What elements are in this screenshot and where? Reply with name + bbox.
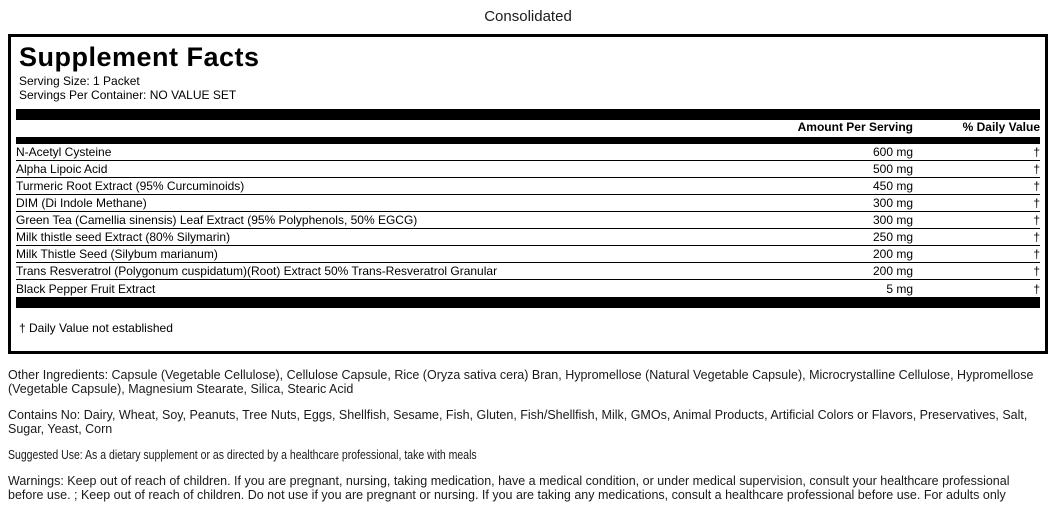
facts-table-body: N-Acetyl Cysteine 600 mg † Alpha Lipoic … [16, 144, 1040, 297]
suggested-use-label: Suggested Use: As a dietary supplement o… [8, 448, 477, 462]
ingredient-daily-value: † [1033, 230, 1040, 244]
servings-per-container: Servings Per Container: NO VALUE SET [19, 88, 237, 102]
divider-bar-header [16, 137, 1040, 144]
table-row: Trans Resveratrol (Polygonum cuspidatum)… [16, 263, 1040, 280]
ingredient-name: Green Tea (Camellia sinensis) Leaf Extra… [16, 213, 418, 227]
page-title: Consolidated [484, 8, 572, 25]
ingredient-daily-value: † [1033, 179, 1040, 193]
table-row: N-Acetyl Cysteine 600 mg † [16, 144, 1040, 161]
ingredient-amount: 5 mg [886, 281, 913, 296]
table-row: Black Pepper Fruit Extract 5 mg † [16, 280, 1040, 297]
ingredient-amount: 300 mg [872, 196, 913, 210]
table-row: Green Tea (Camellia sinensis) Leaf Extra… [16, 212, 1040, 229]
column-header-daily-value: % Daily Value [962, 120, 1040, 134]
ingredient-name: DIM (Di Indole Methane) [16, 196, 147, 210]
ingredient-name: Milk Thistle Seed (Silybum marianum) [16, 247, 218, 261]
ingredient-amount: 450 mg [872, 179, 913, 193]
column-header-amount: Amount Per Serving [797, 120, 913, 134]
ingredient-daily-value: † [1033, 196, 1040, 210]
table-row: Milk thistle seed Extract (80% Silymarin… [16, 229, 1040, 246]
ingredient-daily-value: † [1033, 281, 1040, 296]
ingredient-name: Alpha Lipoic Acid [16, 162, 108, 176]
divider-bar-top [16, 109, 1040, 120]
divider-bar-bottom [16, 297, 1040, 308]
ingredient-name: Trans Resveratrol (Polygonum cuspidatum)… [16, 264, 498, 278]
ingredient-amount: 500 mg [872, 162, 913, 176]
warnings-text: Warnings: Keep out of reach of children.… [8, 474, 1010, 502]
facts-table-header: Amount Per Serving % Daily Value [16, 120, 1040, 137]
contains-no-text: Contains No: Dairy, Wheat, Soy, Peanuts,… [8, 408, 1028, 436]
ingredient-amount: 600 mg [872, 145, 913, 159]
ingredient-daily-value: † [1033, 213, 1040, 227]
ingredient-daily-value: † [1033, 162, 1040, 176]
suggested-use-text: Suggested Use: As a dietary supplement o… [8, 448, 1048, 462]
ingredient-name: Black Pepper Fruit Extract [16, 281, 156, 296]
daily-value-footnote: † Daily Value not established [19, 321, 173, 335]
table-row: Turmeric Root Extract (95% Curcuminoids)… [16, 178, 1040, 195]
ingredient-amount: 300 mg [872, 213, 913, 227]
ingredient-amount: 200 mg [872, 247, 913, 261]
table-row: Milk Thistle Seed (Silybum marianum) 200… [16, 246, 1040, 263]
supplement-facts-panel: Supplement Facts Serving Size: 1 Packet … [8, 34, 1048, 354]
ingredient-daily-value: † [1033, 247, 1040, 261]
serving-size: Serving Size: 1 Packet [19, 74, 140, 88]
other-ingredients-text: Other Ingredients: Capsule (Vegetable Ce… [8, 368, 1034, 396]
ingredient-name: Milk thistle seed Extract (80% Silymarin… [16, 230, 231, 244]
ingredient-name: N-Acetyl Cysteine [16, 145, 112, 159]
table-row: DIM (Di Indole Methane) 300 mg † [16, 195, 1040, 212]
ingredient-daily-value: † [1033, 145, 1040, 159]
ingredient-daily-value: † [1033, 264, 1040, 278]
table-row: Alpha Lipoic Acid 500 mg † [16, 161, 1040, 178]
ingredient-amount: 200 mg [872, 264, 913, 278]
panel-title: Supplement Facts [19, 42, 260, 72]
ingredient-amount: 250 mg [872, 230, 913, 244]
ingredient-name: Turmeric Root Extract (95% Curcuminoids) [16, 179, 245, 193]
